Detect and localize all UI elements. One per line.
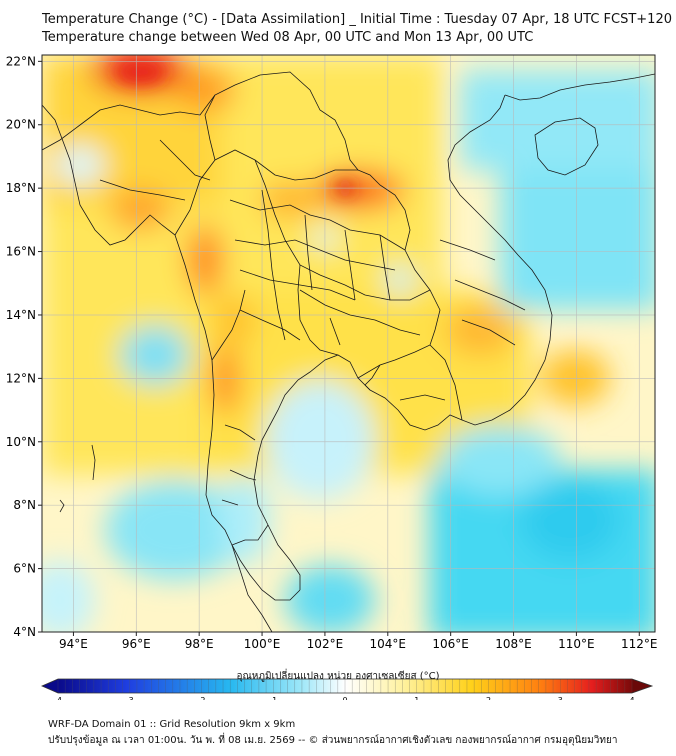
latitude-labels: 22°N 20°N 18°N 16°N 14°N 12°N 10°N 8°N 6°N 4°N [6,54,36,639]
longitude-label: 110°E [558,637,595,651]
latitude-label: 14°N [6,308,36,322]
temperature-change-map: 22°N 20°N 18°N 16°N 14°N 12°N 10°N 8°N 6°N 4°N 94… [6,54,658,700]
longitude-label: 94°E [59,637,88,651]
colorbar: -4 -3 -2 -1 0 1 2 3 4 [41,678,654,700]
latitude-label: 16°N [6,245,36,259]
colorbar-tick-label: -2 [198,696,206,700]
longitude-label: 102°E [307,637,344,651]
latitude-label: 4°N [13,625,36,639]
colorbar-tick-label: -4 [54,696,62,700]
longitude-label: 98°E [185,637,214,651]
longitude-labels: 94°E 96°E 98°E 100°E 102°E 104°E 106°E 108°E 110… [59,637,658,651]
map-frame [41,54,656,633]
longitude-label: 104°E [370,637,407,651]
longitude-label: 112°E [621,637,658,651]
colorbar-title: อุณหภูมิเปลี่ยนแปลง หน่วย องศาเซลเซียส (… [236,671,440,682]
latitude-label: 10°N [6,435,36,449]
latitude-label: 20°N [6,118,36,132]
colorbar-tick-label: -3 [126,696,134,700]
longitude-label: 100°E [244,637,281,651]
colorbar-tick-label: -1 [269,696,277,700]
footer-model-info: WRF-DA Domain 01 :: Grid Resolution 9km … [48,719,296,730]
coastlines-and-borders [42,71,655,632]
longitude-label: 106°E [432,637,469,651]
longitude-label: 96°E [122,637,151,651]
colorbar-tick-label: 4 [629,696,634,700]
footer-credit: ปรับปรุงข้อมูล ณ เวลา 01:00น. วัน พ. ที่… [48,735,618,746]
map-subtitle: Temperature change between Wed 08 Apr, 0… [42,30,534,45]
colorbar-tick-label: 2 [486,696,491,700]
latitude-label: 8°N [13,498,36,512]
latitude-label: 12°N [6,371,36,385]
graticule [42,55,655,632]
latitude-label: 6°N [13,562,36,576]
axis-ticks [38,60,640,636]
colorbar-tick-label: 1 [414,696,419,700]
colorbar-tick-label: 0 [342,696,347,700]
latitude-label: 22°N [6,54,36,68]
colorbar-tick-label: 3 [558,696,563,700]
map-title: Temperature Change (°C) - [Data Assimila… [42,12,672,27]
latitude-label: 18°N [6,181,36,195]
longitude-label: 108°E [495,637,532,651]
